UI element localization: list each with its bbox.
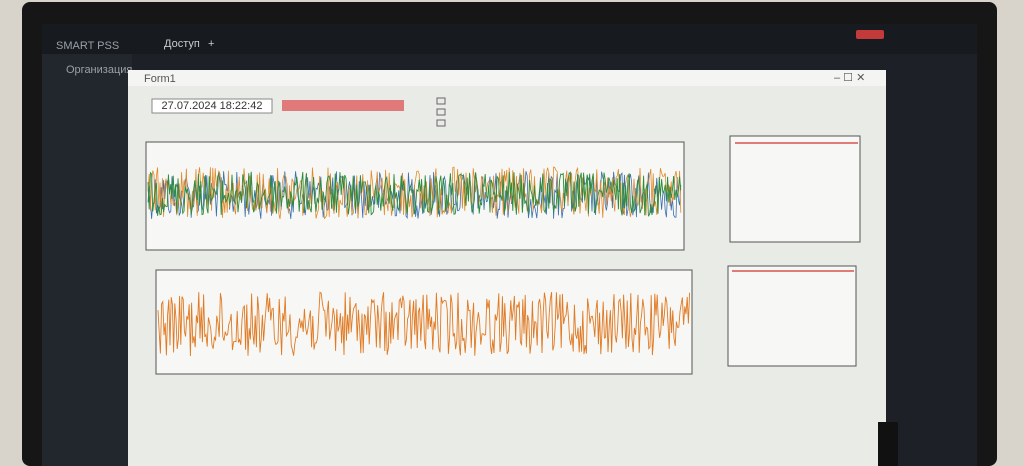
signal-trace [157,291,691,357]
plot-area [729,135,861,243]
taskbar-icons [878,422,898,466]
checkbox[interactable] [436,119,446,127]
window-title: Form1 [144,73,176,85]
window-titlebar [128,70,886,86]
add-tab[interactable]: + [208,38,214,50]
status-badge [856,30,884,39]
sidebar [42,54,132,466]
app-header [42,24,977,54]
window-controls[interactable]: – ☐ ✕ [834,72,865,84]
status-indicator [282,100,404,111]
timestamp-box [151,98,273,114]
app-tab[interactable]: Доступ [164,38,200,50]
checkbox[interactable] [436,97,446,105]
checkbox[interactable] [436,108,446,116]
timestamp: 27.07.2024 18:22:42 [162,100,263,112]
app-title: SMART PSS [56,40,119,52]
signal-trace [147,171,682,217]
sidebar-item[interactable]: Организация [66,64,132,76]
plot-area [727,265,857,367]
